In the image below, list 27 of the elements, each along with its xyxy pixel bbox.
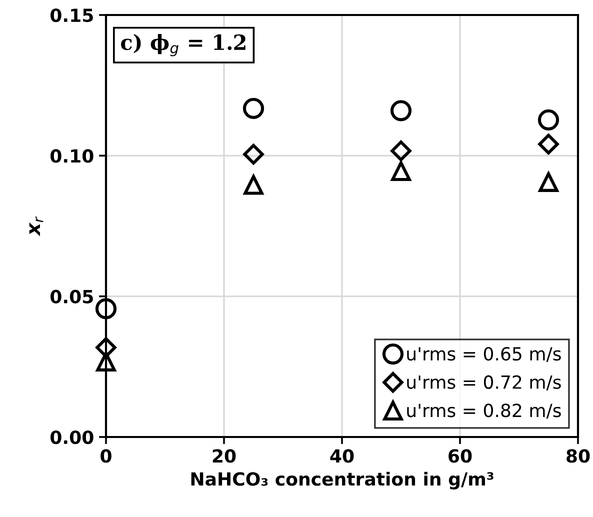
point [95,298,117,320]
point [96,337,116,358]
x-tick-label: 80 [566,449,590,463]
point [538,109,560,130]
point [391,161,411,182]
point [390,100,412,122]
point [243,144,264,165]
y-tick-label: 0.15 [50,8,93,22]
point [538,134,559,154]
x-axis-title: NaHCO₃ concentration in g/m³ [191,472,494,490]
y-tick-label: 0.00 [50,430,94,444]
legend-label: u'rms = 0.82 m/s [407,404,561,419]
x-tick-label: 0 [100,449,112,463]
x-tick-label: 60 [448,449,472,463]
y-tick-label: 0.10 [50,149,94,163]
point [242,98,264,119]
y-tick-label: 0.05 [50,290,93,304]
point [390,140,412,162]
legend-label: u'rms = 0.65 m/s [407,346,561,362]
point [244,175,264,195]
text: c) ϕ$_{g}$ = 1.2 [121,34,246,56]
point [538,172,558,192]
x-tick-label: 40 [330,449,354,463]
legend-label: u'rms = 0.72 m/s [407,375,561,390]
point [96,352,116,372]
x-tick-label: 20 [212,449,236,463]
y-axis-title: x$_{r}$ [29,216,44,236]
